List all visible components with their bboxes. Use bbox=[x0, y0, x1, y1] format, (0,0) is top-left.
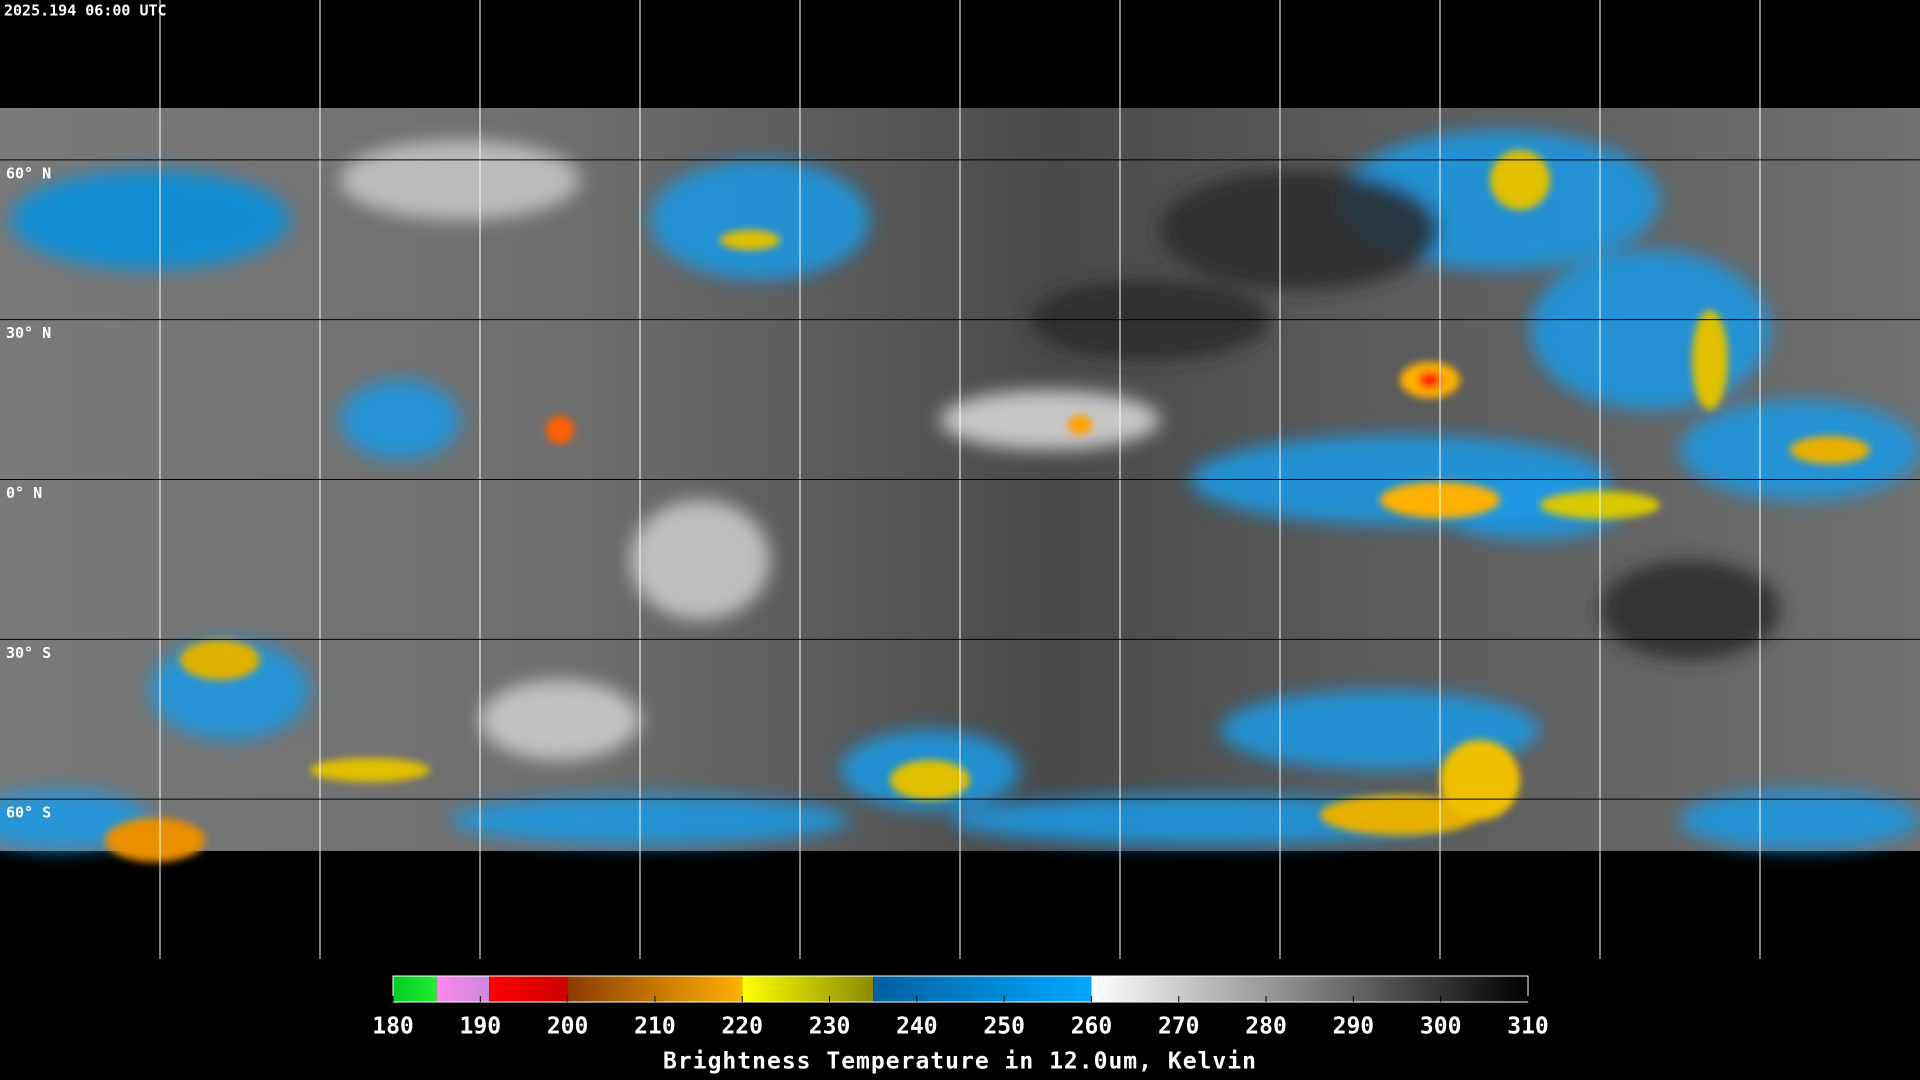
cloud bbox=[10, 170, 290, 270]
storm-cell bbox=[1790, 436, 1870, 464]
cloud bbox=[480, 680, 640, 760]
colorbar-tick-label: 190 bbox=[460, 1014, 502, 1040]
storm-cell bbox=[1418, 372, 1442, 388]
cloud bbox=[650, 160, 870, 280]
cloud bbox=[340, 140, 580, 220]
colorbar-segment bbox=[873, 976, 1092, 1002]
latitude-label: 60° S bbox=[6, 804, 51, 822]
latitude-label: 60° N bbox=[6, 164, 51, 182]
colorbar-tick-label: 200 bbox=[547, 1014, 589, 1040]
latitude-label: 30° N bbox=[6, 324, 51, 342]
colorbar-segment bbox=[742, 976, 874, 1002]
storm-cell bbox=[720, 230, 780, 250]
timestamp: 2025.194 06:00 UTC bbox=[4, 2, 167, 20]
colorbar-tick-label: 260 bbox=[1071, 1014, 1113, 1040]
cloud bbox=[1160, 170, 1440, 290]
colorbar-tick-label: 280 bbox=[1245, 1014, 1287, 1040]
colorbar-segment bbox=[393, 976, 437, 1002]
cloud bbox=[950, 795, 1450, 845]
storm-cell bbox=[1440, 740, 1520, 820]
storm-cell bbox=[180, 640, 260, 680]
cloud bbox=[630, 500, 770, 620]
colorbar-tick-label: 220 bbox=[721, 1014, 763, 1040]
colorbar-tick-label: 240 bbox=[896, 1014, 938, 1040]
storm-cell bbox=[546, 416, 574, 444]
colorbar-tick-label: 210 bbox=[634, 1014, 676, 1040]
colorbar-tick-label: 290 bbox=[1333, 1014, 1375, 1040]
latitude-label: 30° S bbox=[6, 644, 51, 662]
cloud bbox=[340, 380, 460, 460]
colorbar-tick-label: 270 bbox=[1158, 1014, 1200, 1040]
colorbar: 180 190 200 210 220 230 240 250 260 270 280 290 300 3… bbox=[372, 975, 1549, 1040]
colorbar-tick-label: 300 bbox=[1420, 1014, 1462, 1040]
colorbar-tick-label: 230 bbox=[809, 1014, 851, 1040]
storm-cell bbox=[105, 818, 205, 862]
cloud bbox=[1530, 250, 1770, 410]
colorbar-tick-label: 310 bbox=[1507, 1014, 1549, 1040]
latitude-label: 0° N bbox=[6, 484, 42, 502]
colorbar-segment bbox=[489, 976, 568, 1002]
colorbar-tick-label: 180 bbox=[372, 1014, 414, 1040]
cloud bbox=[1600, 560, 1780, 660]
storm-cell bbox=[890, 760, 970, 800]
cloud bbox=[940, 390, 1160, 450]
cloud bbox=[1680, 790, 1920, 850]
storm-cell bbox=[1692, 310, 1728, 410]
storm-cell bbox=[1490, 150, 1550, 210]
cloud bbox=[450, 795, 850, 845]
colorbar-segment bbox=[436, 976, 490, 1002]
graticule: 60° N 30° N 0° N 30° S 60° S bbox=[6, 0, 1761, 959]
colorbar-label: Brightness Temperature in 12.0um, Kelvin bbox=[663, 1049, 1257, 1075]
colorbar-frame bbox=[392, 975, 1529, 1003]
colorbar-segment bbox=[1091, 976, 1528, 1002]
storm-cell bbox=[1068, 415, 1092, 435]
colorbar-tick-label: 250 bbox=[983, 1014, 1025, 1040]
storm-cell bbox=[310, 758, 430, 782]
